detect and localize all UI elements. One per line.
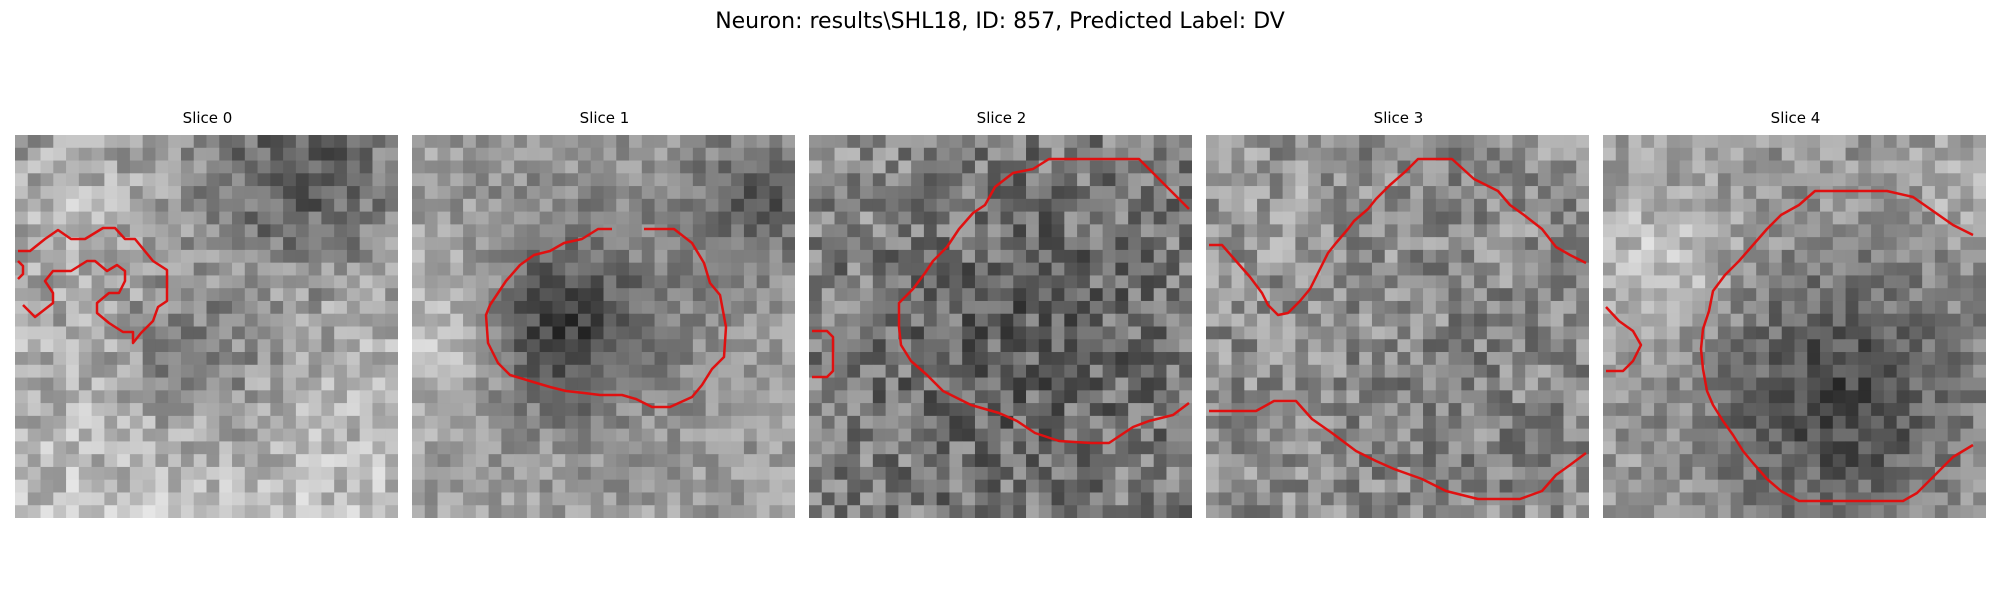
- slice-title: Slice 4: [1770, 109, 1821, 127]
- slice-title: Slice 2: [976, 109, 1027, 127]
- contour-line: [1209, 157, 1587, 317]
- slice-image: [15, 135, 398, 518]
- pixel-grid: [1206, 135, 1589, 518]
- contour-line: [18, 226, 169, 345]
- contour-line: [17, 260, 25, 280]
- slice-image: [1206, 135, 1589, 518]
- contour-line: [812, 329, 835, 379]
- slice-title: Slice 3: [1373, 109, 1424, 127]
- slice-image: [809, 135, 1192, 518]
- contour-line: [897, 157, 1190, 445]
- contour-line: [1209, 399, 1587, 501]
- figure-title: Neuron: results\SHL18, ID: 857, Predicte…: [715, 9, 1285, 34]
- slice-title: Slice 0: [182, 109, 233, 127]
- slice-title: Slice 1: [579, 109, 630, 127]
- pixel-grid: [412, 135, 795, 518]
- contour-line: [1605, 306, 1643, 373]
- contour-line: [1699, 189, 1974, 503]
- pixel-grid: [15, 135, 398, 518]
- slice-image: [412, 135, 795, 518]
- contour-line: [484, 227, 728, 409]
- slice-image: [1603, 135, 1986, 518]
- pixel-grid: [809, 135, 1192, 518]
- pixel-grid: [1603, 135, 1986, 518]
